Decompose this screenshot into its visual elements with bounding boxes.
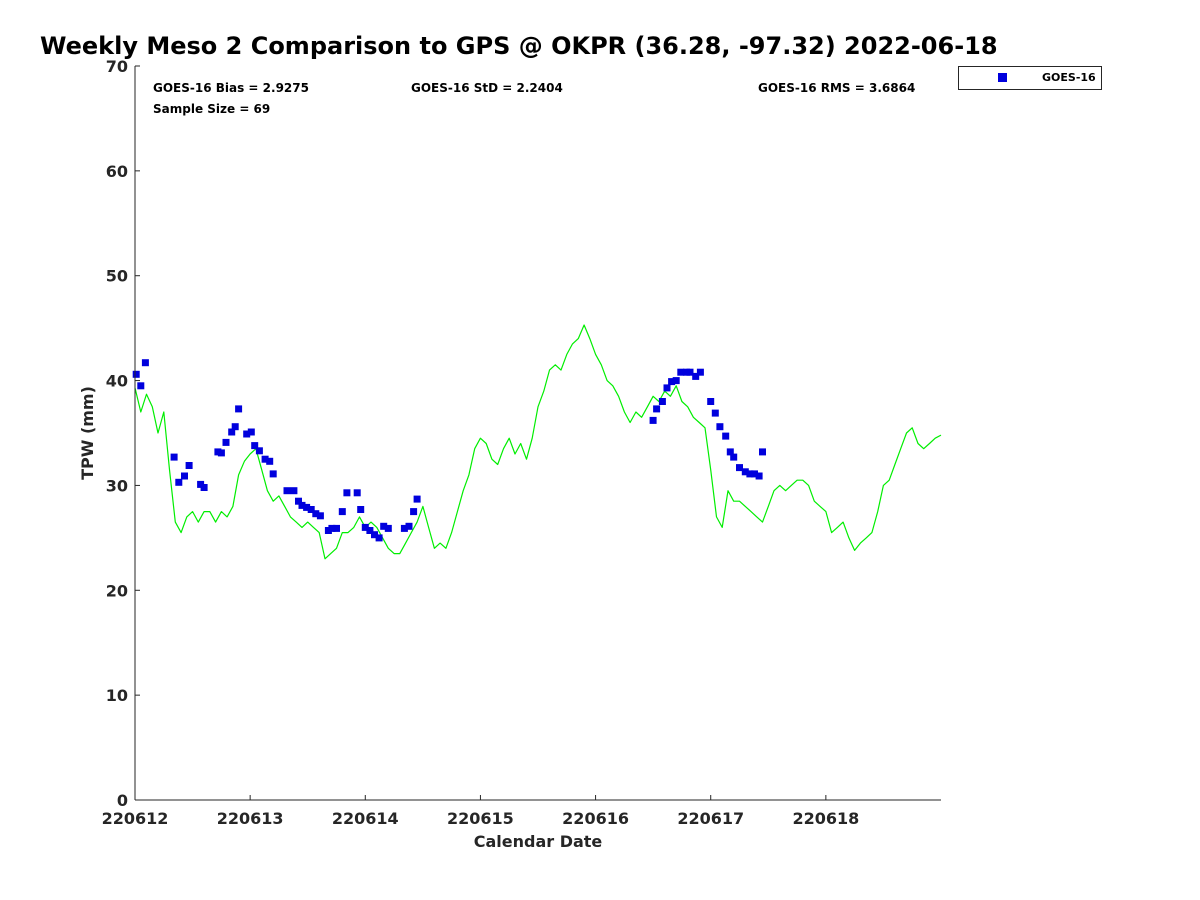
goes16-point	[686, 368, 694, 376]
goes16-point	[736, 464, 743, 472]
goes16-point	[668, 378, 676, 386]
x-axis-label: Calendar Date	[474, 832, 603, 851]
goes16-point	[235, 405, 243, 413]
goes16-point	[298, 501, 306, 509]
x-tick-label: 220612	[102, 809, 169, 828]
goes16-point	[141, 359, 149, 367]
goes16-point	[316, 512, 324, 520]
goes16-point	[663, 384, 671, 392]
goes16-point	[343, 489, 351, 497]
plot-area	[135, 66, 941, 800]
y-tick-label: 40	[106, 372, 128, 391]
legend: GOES-16	[958, 66, 1102, 90]
x-tick-label: 220617	[677, 809, 744, 828]
goes16-point	[361, 523, 369, 531]
y-tick-label: 50	[106, 267, 128, 286]
y-tick-label: 10	[106, 686, 128, 705]
y-ticks: 0 10 20 30 40 50 60 70	[106, 57, 140, 810]
goes16-point	[251, 442, 259, 450]
goes16-point	[307, 506, 315, 513]
legend-marker-goes16	[998, 73, 1007, 82]
goes16-point	[696, 368, 704, 376]
goes16-point	[228, 428, 236, 436]
goes16-point	[185, 462, 193, 469]
y-axis-label: TPW (mm)	[78, 386, 97, 480]
goes16-point	[653, 405, 661, 413]
goes16-point	[716, 423, 724, 431]
goes16-point	[261, 455, 269, 463]
goes16-point	[658, 398, 666, 405]
legend-label-goes16: GOES-16	[1042, 71, 1096, 84]
goes16-point	[366, 527, 374, 534]
y-tick-label: 70	[106, 57, 128, 76]
goes16-point	[181, 472, 188, 480]
goes16-point	[338, 508, 346, 516]
goes16-point	[333, 524, 340, 532]
goes16-point	[677, 368, 685, 376]
x-tick-label: 220618	[792, 809, 859, 828]
goes16-point	[255, 447, 263, 455]
chart-title: Weekly Meso 2 Comparison to GPS @ OKPR (…	[40, 32, 998, 60]
goes16-point	[400, 524, 408, 532]
goes16-point	[328, 524, 336, 532]
goes16-point	[266, 457, 274, 465]
goes16-point	[200, 484, 208, 491]
goes16-point	[741, 468, 749, 476]
goes16-point	[730, 453, 738, 461]
goes16-point	[222, 438, 230, 446]
rms-stat: GOES-16 RMS = 3.6864	[758, 81, 915, 95]
x-tick-label: 220615	[447, 809, 514, 828]
goes16-point	[312, 510, 320, 518]
goes16-point	[405, 522, 413, 530]
goes16-point	[726, 448, 734, 456]
goes16-point	[283, 487, 291, 495]
y-tick-label: 60	[106, 162, 128, 181]
goes16-point	[413, 495, 421, 503]
y-tick-label: 20	[106, 581, 128, 600]
goes16-point	[303, 503, 311, 511]
goes16-point	[295, 497, 302, 505]
goes16-point	[371, 531, 378, 539]
x-ticks: 220612 220613 220614 220615 220616 220617 2206…	[102, 795, 859, 828]
y-tick-label: 0	[117, 791, 128, 810]
goes16-point	[759, 448, 766, 456]
goes16-point	[247, 428, 255, 436]
goes16-point	[137, 382, 145, 390]
goes16-point	[746, 470, 754, 478]
goes16-point	[175, 478, 183, 486]
goes16-point	[269, 470, 277, 478]
goes16-point	[353, 489, 361, 497]
x-tick-label: 220614	[332, 809, 399, 828]
goes16-point	[217, 449, 225, 457]
goes16-point	[170, 453, 178, 461]
sample-size-stat: Sample Size = 69	[153, 102, 270, 116]
x-tick-label: 220613	[217, 809, 284, 828]
goes16-point	[707, 398, 715, 405]
gps-series	[134, 324, 942, 560]
bias-stat: GOES-16 Bias = 2.9275	[153, 81, 309, 95]
goes16-point	[649, 416, 657, 424]
legend-box	[958, 66, 1102, 90]
goes16-point	[375, 534, 383, 542]
goes16-point	[384, 524, 392, 532]
goes16-point	[751, 470, 758, 478]
std-stat: GOES-16 StD = 2.2404	[411, 81, 563, 95]
goes16-point	[410, 508, 418, 516]
goes16-point	[692, 372, 700, 380]
goes16-point	[711, 409, 719, 417]
goes16-point	[380, 522, 388, 530]
goes16-point	[290, 487, 298, 495]
goes16-point	[132, 370, 140, 378]
y-tick-label: 30	[106, 476, 128, 495]
goes16-point	[722, 432, 730, 440]
goes16-point	[243, 430, 251, 438]
goes16-point	[357, 506, 365, 513]
goes16-point	[755, 472, 763, 480]
gps-line	[134, 324, 942, 560]
x-tick-label: 220616	[562, 809, 629, 828]
goes16-series	[132, 359, 766, 542]
goes16-point	[231, 423, 239, 431]
goes16-point	[672, 377, 680, 385]
